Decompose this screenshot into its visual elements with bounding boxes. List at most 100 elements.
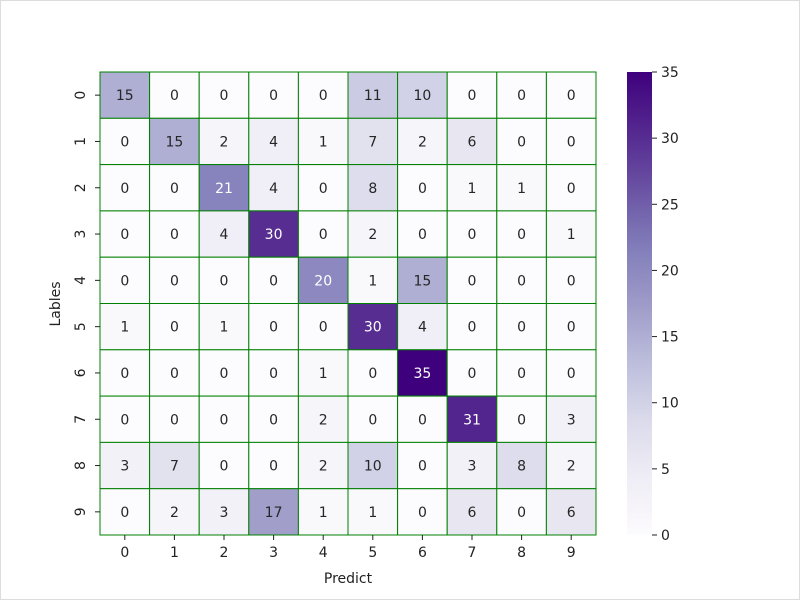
- cell-value-r5-c5: 30: [364, 320, 382, 336]
- heatmap-cell-r8-c2: [198, 441, 250, 490]
- heatmap-cells: 15 0 0 0 0 11 10 0 0 00 15 2 4 1 7 2 6 0 00 0 21 4 0 8 0 1 1 00 0 4 30…: [99, 71, 597, 536]
- cell-value-r8-c3: 0: [269, 459, 278, 475]
- heatmap-cell-r0-c8: [496, 71, 547, 119]
- colorbar-tick-label: 0: [661, 528, 670, 544]
- cell-value-r1-c6: 2: [418, 134, 427, 150]
- x-axis-title: Predict: [324, 571, 373, 587]
- heatmap-cell-r4-c1: [149, 256, 200, 305]
- cell-value-r4-c1: 0: [170, 273, 179, 289]
- x-tick-label: 5: [368, 545, 377, 561]
- cell-value-r2-c9: 0: [567, 181, 576, 197]
- x-axis-ticks: 0 1 2 3 4 5 6 7 8 9: [120, 535, 576, 561]
- heatmap-cell-r0-c7: [446, 71, 498, 119]
- heatmap-cell-r0-c1: [149, 71, 200, 119]
- cell-value-r1-c1: 15: [165, 134, 183, 150]
- cell-value-r6-c0: 0: [120, 366, 129, 382]
- cell-value-r2-c0: 0: [120, 181, 129, 197]
- heatmap-cell-r5-c0: [99, 303, 151, 351]
- cell-value-r8-c9: 2: [567, 459, 576, 475]
- cell-value-r2-c2: 21: [215, 181, 233, 197]
- cell-value-r1-c0: 0: [120, 134, 129, 150]
- cell-value-r9-c8: 0: [517, 505, 526, 521]
- cell-value-r7-c6: 0: [418, 412, 427, 428]
- heatmap-cell-r7-c7: [446, 395, 498, 443]
- cell-value-r9-c1: 2: [170, 505, 179, 521]
- y-axis-title: Lables: [48, 281, 64, 326]
- heatmap-cell-r3-c0: [99, 210, 151, 258]
- cell-value-r0-c8: 0: [517, 88, 526, 104]
- heatmap-cell-r5-c5: [347, 303, 399, 351]
- colorbar-tick-label: 5: [661, 462, 670, 478]
- heatmap-cell-r2-c1: [149, 164, 200, 212]
- colorbar: 0 5 10 15 20 25 30 35: [627, 65, 679, 544]
- cell-value-r5-c9: 0: [567, 320, 576, 336]
- cell-value-r1-c8: 0: [517, 134, 526, 150]
- cell-value-r6-c9: 0: [567, 366, 576, 382]
- cell-value-r1-c5: 7: [368, 134, 377, 150]
- cell-value-r0-c5: 11: [364, 88, 382, 104]
- cell-value-r9-c0: 0: [120, 505, 129, 521]
- heatmap-cell-r7-c3: [248, 395, 299, 443]
- cell-value-r5-c0: 1: [120, 320, 129, 336]
- colorbar-tick-label: 15: [661, 330, 679, 346]
- y-tick-label: 2: [73, 183, 89, 192]
- cell-value-r7-c3: 0: [269, 412, 278, 428]
- heatmap-cell-r8-c5: [347, 441, 399, 490]
- x-tick-label: 2: [220, 545, 229, 561]
- heatmap-cell-r2-c5: [347, 164, 399, 212]
- heatmap-cell-r0-c6: [397, 71, 448, 119]
- heatmap-cell-r1-c0: [99, 117, 151, 166]
- x-tick-label: 3: [269, 545, 278, 561]
- cell-value-r2-c5: 8: [368, 181, 377, 197]
- y-tick-label: 0: [73, 91, 89, 100]
- cell-value-r9-c3: 17: [265, 505, 283, 521]
- x-tick-label: 8: [517, 545, 526, 561]
- cell-value-r1-c2: 2: [220, 134, 229, 150]
- heatmap-cell-r8-c9: [545, 441, 597, 490]
- heatmap-cell-r0-c5: [347, 71, 399, 119]
- heatmap-cell-r2-c8: [496, 164, 547, 212]
- colorbar-tick-label: 20: [661, 263, 679, 279]
- cell-value-r5-c3: 0: [269, 320, 278, 336]
- cell-value-r9-c5: 1: [368, 505, 377, 521]
- cell-value-r9-c2: 3: [220, 505, 229, 521]
- heatmap-cell-r2-c2: [198, 164, 250, 212]
- heatmap-cell-r4-c9: [545, 256, 597, 305]
- cell-value-r3-c1: 0: [170, 227, 179, 243]
- heatmap-cell-r5-c3: [248, 303, 299, 351]
- x-tick-label: 0: [120, 545, 129, 561]
- cell-value-r3-c0: 0: [120, 227, 129, 243]
- cell-value-r9-c7: 6: [468, 505, 477, 521]
- heatmap-cell-r7-c2: [198, 395, 250, 443]
- cell-value-r4-c6: 15: [413, 273, 431, 289]
- cell-value-r2-c6: 0: [418, 181, 427, 197]
- cell-value-r6-c1: 0: [170, 366, 179, 382]
- cell-value-r7-c4: 2: [319, 412, 328, 428]
- x-tick-label: 9: [567, 545, 576, 561]
- cell-value-r7-c1: 0: [170, 412, 179, 428]
- cell-value-r7-c7: 31: [463, 412, 481, 428]
- cell-value-r1-c4: 1: [319, 134, 328, 150]
- cell-value-r3-c9: 1: [567, 227, 576, 243]
- cell-value-r4-c4: 20: [314, 273, 332, 289]
- cell-value-r3-c6: 0: [418, 227, 427, 243]
- heatmap-cell-r5-c6: [397, 303, 448, 351]
- heatmap-cell-r1-c5: [347, 117, 399, 166]
- heatmap-cell-r5-c2: [198, 303, 250, 351]
- cell-value-r8-c1: 7: [170, 459, 179, 475]
- heatmap-cell-r5-c4: [297, 303, 349, 351]
- cell-value-r4-c3: 0: [269, 273, 278, 289]
- cell-value-r7-c2: 0: [220, 412, 229, 428]
- heatmap-cell-r1-c6: [397, 117, 448, 166]
- heatmap-cell-r8-c6: [397, 441, 448, 490]
- heatmap-cell-r9-c8: [496, 488, 547, 536]
- cell-value-r0-c0: 15: [116, 88, 134, 104]
- cell-value-r4-c0: 0: [120, 273, 129, 289]
- cell-value-r5-c7: 0: [468, 320, 477, 336]
- cell-value-r2-c8: 1: [517, 181, 526, 197]
- cell-value-r6-c2: 0: [220, 366, 229, 382]
- cell-value-r0-c6: 10: [413, 88, 431, 104]
- y-tick-label: 3: [73, 230, 89, 239]
- colorbar-tick-label: 25: [661, 197, 679, 213]
- cell-value-r3-c4: 0: [319, 227, 328, 243]
